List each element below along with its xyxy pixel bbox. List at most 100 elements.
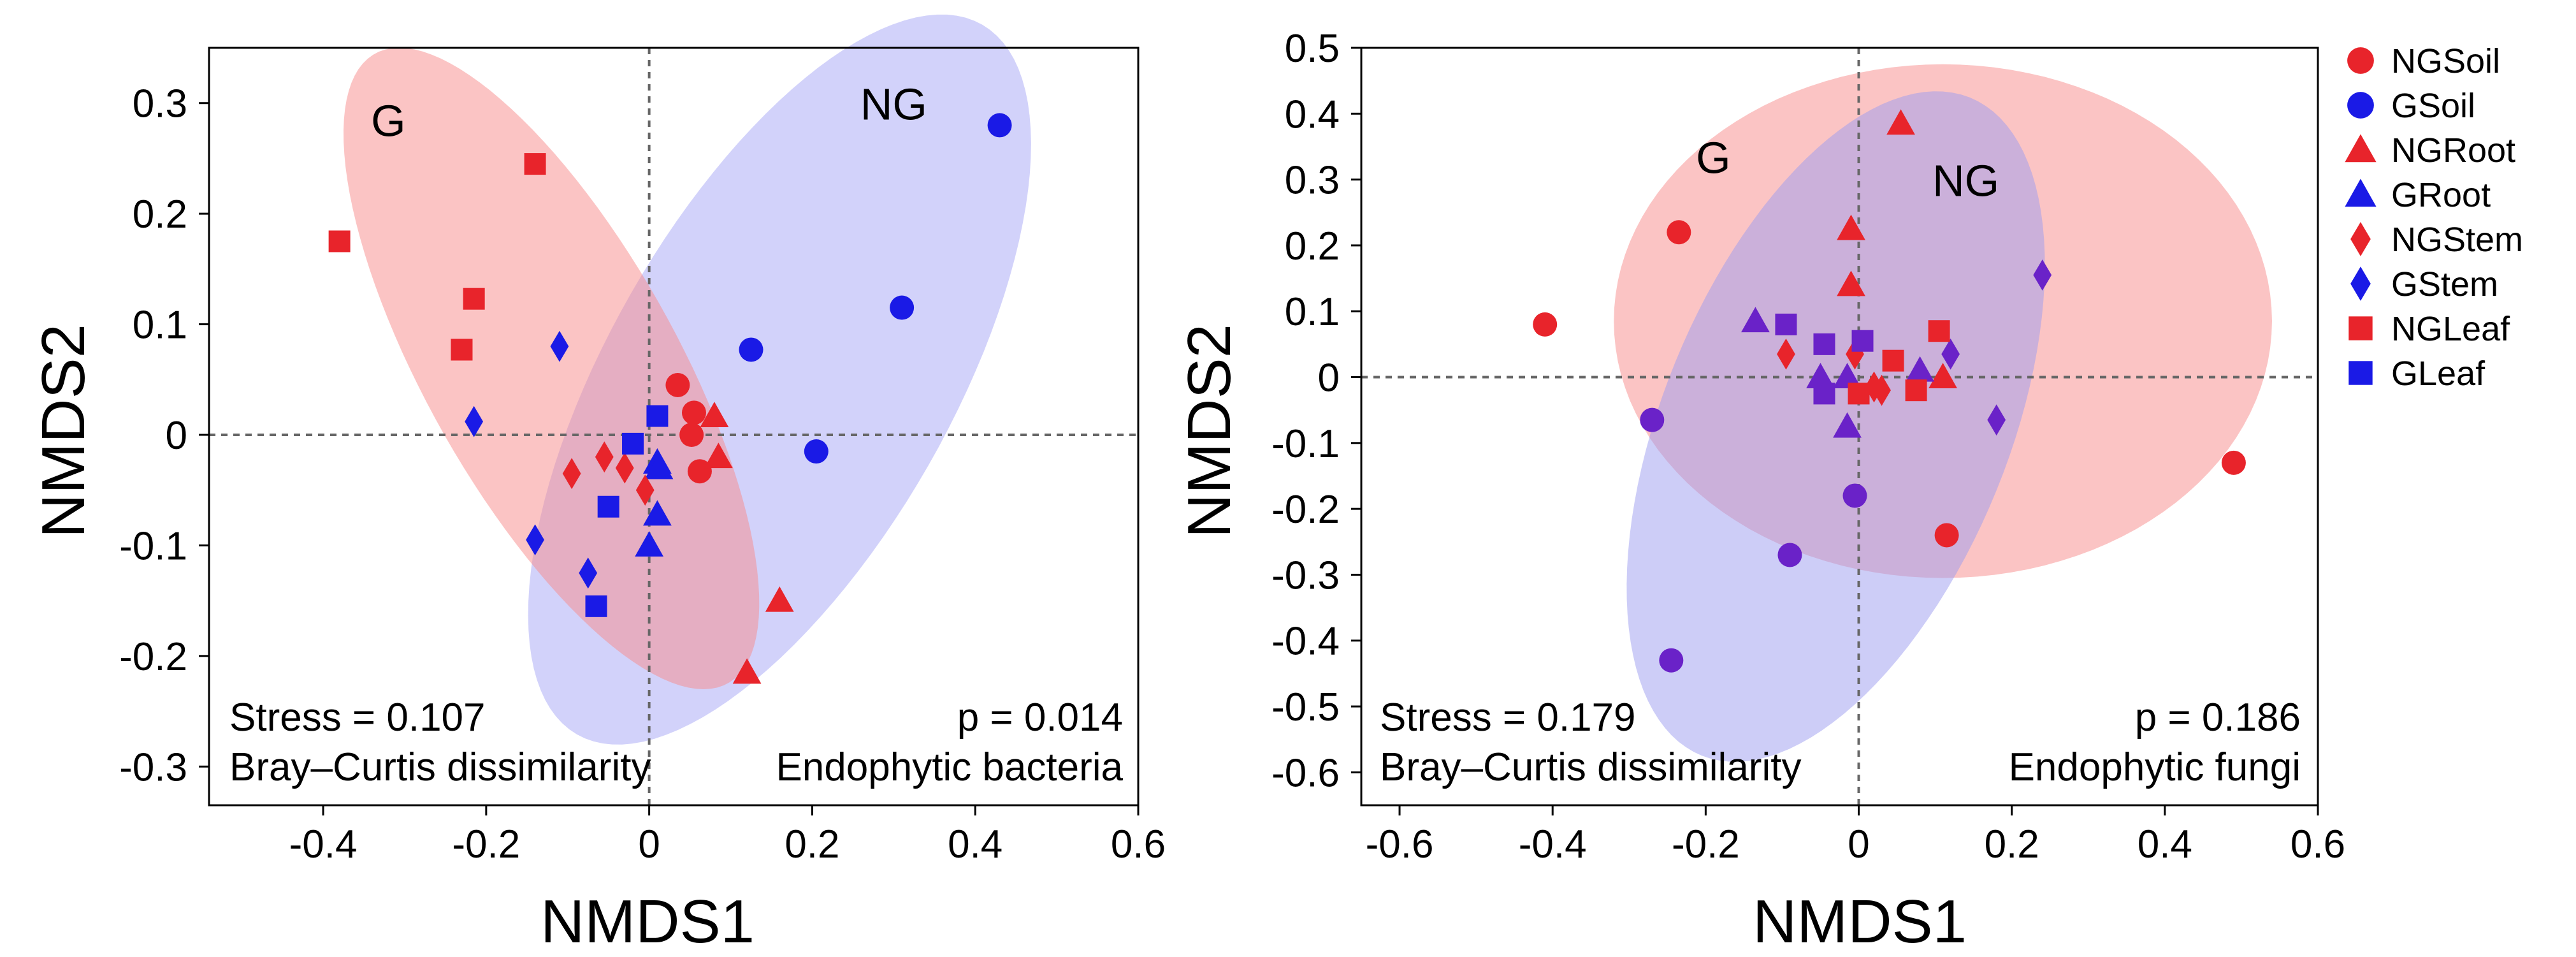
fungi-x-tick-label: -0.2: [1672, 822, 1740, 866]
legend-item-gleaf: GLeaf: [2348, 354, 2486, 393]
fungi-point-groot: [1833, 363, 1862, 388]
bacteria-point-gstem: [465, 405, 484, 437]
bacteria-point-ngroot: [700, 402, 729, 427]
legend-circle-marker: [2347, 92, 2374, 119]
bacteria-y-tick-label: -0.3: [119, 745, 187, 789]
bacteria-y-tick-label: 0.2: [133, 193, 187, 237]
fungi-y-tick-label: 0: [1318, 356, 1340, 400]
fungi-y-axis-label: NMDS2: [1175, 324, 1243, 538]
fungi-point-gsoil: [1659, 648, 1684, 673]
legend-item-ngleaf: NGLeaf: [2348, 310, 2510, 348]
legend-triangle-marker: [2345, 134, 2377, 163]
fungi-point-ngsoil: [1934, 523, 1959, 548]
bacteria-group-label-g: G: [371, 96, 405, 146]
fungi-point-ngleaf: [1882, 349, 1904, 372]
fungi-point-groot: [1806, 363, 1835, 388]
fungi-y-tick-label: -0.3: [1271, 553, 1340, 597]
bacteria-subtitle: Endophytic bacteria: [776, 745, 1123, 789]
fungi-group-labels: G NG: [1696, 133, 1999, 205]
fungi-plot-frame: [1360, 47, 2319, 807]
fungi-panel: -0.6 -0.4 -0.2 0 0.2 0.4 0.6 0.5 0.4 0.3 0.2 0.1 0 -0…: [1175, 27, 2345, 956]
bacteria-y-tick-label: -0.2: [119, 635, 187, 679]
fungi-x-tick-label: 0: [1848, 822, 1869, 866]
bacteria-point-gleaf: [585, 595, 607, 617]
bacteria-p-value: p = 0.014: [957, 696, 1123, 740]
bacteria-metric: Bray–Curtis dissimilarity: [229, 745, 651, 789]
bacteria-point-ngroot: [732, 658, 762, 684]
bacteria-point-gsoil: [890, 295, 915, 320]
bacteria-point-groot: [643, 500, 672, 526]
bacteria-axes: [199, 47, 1140, 815]
fungi-point-gsoil: [1777, 543, 1802, 567]
fungi-axes: [1351, 47, 2319, 815]
fungi-point-ngleaf: [1905, 379, 1927, 402]
fungi-y-tick-label: -0.4: [1271, 620, 1340, 664]
legend-square-marker: [2348, 316, 2373, 340]
bacteria-point-ngsoil: [687, 459, 712, 484]
bacteria-point-gsoil: [804, 439, 829, 464]
bacteria-point-gleaf: [597, 495, 619, 518]
bacteria-point-ngleaf: [524, 153, 546, 175]
fungi-point-gsoil: [1842, 483, 1867, 508]
fungi-point-gleaf: [1851, 330, 1874, 352]
fungi-point-ngsoil: [1533, 312, 1558, 337]
fungi-point-groot: [1833, 412, 1862, 438]
bacteria-ellipses: [344, 14, 1031, 745]
fungi-point-ngroot: [1928, 363, 1958, 388]
legend-item-ngroot: NGRoot: [2345, 131, 2515, 170]
fungi-point-groot: [1906, 356, 1934, 382]
legend-item-label: NGStem: [2391, 221, 2523, 259]
legend-item-label: NGLeaf: [2391, 310, 2510, 348]
fungi-point-gstem: [1987, 404, 2006, 436]
fungi-point-ngsoil: [1667, 220, 1691, 245]
fungi-y-tick-label: -0.1: [1271, 422, 1340, 466]
fungi-point-gsoil: [1640, 407, 1665, 432]
fungi-metric: Bray–Curtis dissimilarity: [1380, 745, 1801, 789]
legend-item-groot: GRoot: [2345, 176, 2491, 214]
bacteria-x-tick-label: 0.6: [1111, 822, 1166, 866]
fungi-y-tick-label: -0.5: [1271, 685, 1340, 729]
fungi-x-tick-label: -0.4: [1519, 822, 1587, 866]
bacteria-x-tick-label: 0.2: [785, 822, 839, 866]
bacteria-point-ngsoil: [679, 423, 704, 448]
fungi-x-tick-label: 0.4: [2138, 822, 2192, 866]
bacteria-y-tick-label: 0: [166, 414, 187, 458]
legend-diamond-marker: [2350, 222, 2371, 256]
legend-item-gstem: GStem: [2350, 265, 2498, 303]
fungi-point-ngroot: [1886, 109, 1915, 135]
bacteria-point-ngroot: [704, 442, 733, 469]
fungi-point-ngleaf: [1928, 320, 1950, 342]
legend: NGSoil GSoil NGRoot GRoot NGStem GStem NGLeaf G…: [2345, 42, 2523, 393]
bacteria-x-axis-label: NMDS1: [540, 888, 755, 956]
fungi-ellipse-g: [1626, 91, 2045, 762]
fungi-point-ngsoil: [2221, 450, 2246, 475]
bacteria-y-tick-label: -0.1: [119, 524, 187, 568]
bacteria-point-ngstem: [562, 458, 581, 490]
fungi-group-label-ng: NG: [1932, 156, 1999, 205]
bacteria-point-groot: [644, 453, 674, 479]
fungi-point-gleaf: [1775, 313, 1797, 335]
bacteria-y-axis-label: NMDS2: [29, 324, 98, 538]
legend-square-marker: [2348, 361, 2373, 385]
bacteria-x-tick-label: -0.4: [289, 822, 358, 866]
legend-item-label: GStem: [2391, 265, 2498, 303]
fungi-point-gleaf: [1813, 383, 1835, 405]
fungi-y-tick-label: -0.2: [1271, 488, 1340, 532]
bacteria-y-tick-label: 0.3: [133, 82, 187, 126]
bacteria-stress: Stress = 0.107: [229, 696, 486, 740]
legend-item-ngstem: NGStem: [2350, 221, 2523, 259]
fungi-point-ngstem: [1872, 374, 1891, 406]
bacteria-point-ngsoil: [681, 400, 706, 425]
fungi-points: [1533, 109, 2246, 673]
legend-diamond-marker: [2350, 267, 2371, 301]
bacteria-plot-frame: [208, 47, 1140, 807]
fungi-x-tick-label: 0.6: [2290, 822, 2345, 866]
bacteria-point-ngsoil: [665, 372, 690, 397]
fungi-group-label-g: G: [1696, 133, 1730, 182]
bacteria-point-gsoil: [739, 337, 763, 362]
legend-triangle-marker: [2345, 179, 2377, 207]
bacteria-point-ngstem: [615, 452, 634, 484]
fungi-y-tick-label: 0.3: [1285, 159, 1340, 203]
fungi-point-ngroot: [1837, 214, 1865, 240]
